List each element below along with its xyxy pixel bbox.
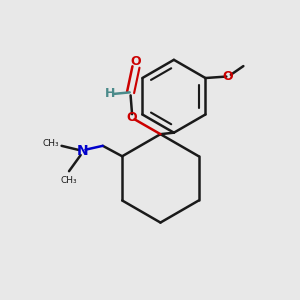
Text: N: N (77, 144, 88, 158)
Text: H: H (104, 87, 115, 101)
Text: O: O (223, 70, 233, 83)
Text: O: O (131, 55, 141, 68)
Text: CH₃: CH₃ (43, 139, 59, 148)
Text: CH₃: CH₃ (61, 176, 77, 185)
Text: O: O (127, 111, 137, 124)
